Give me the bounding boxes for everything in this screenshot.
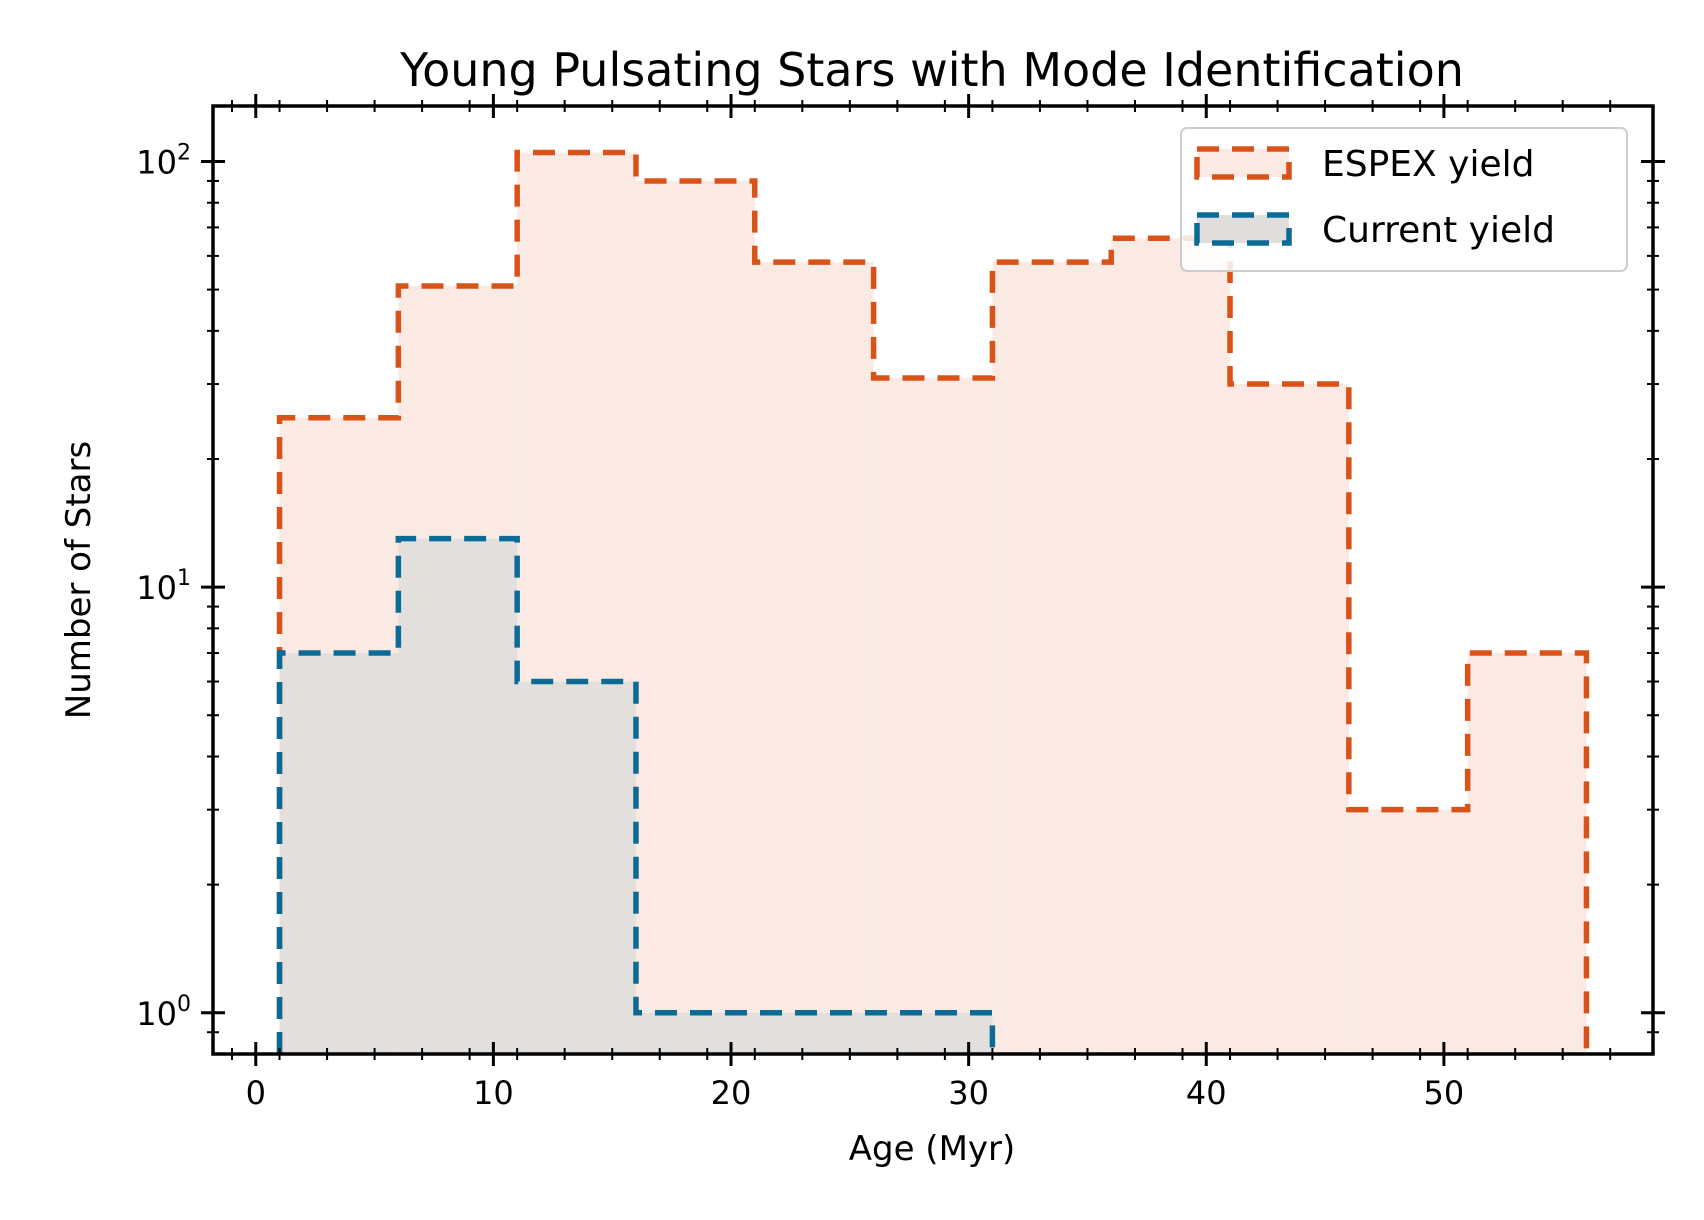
current-yield-bar bbox=[279, 653, 399, 1054]
espex-yield-bar bbox=[1230, 384, 1349, 1054]
legend-box bbox=[1180, 127, 1628, 272]
espex-yield-bar bbox=[1348, 809, 1468, 1054]
chart-title: Young Pulsating Stars with Mode Identifi… bbox=[399, 43, 1464, 97]
current-yield-bar bbox=[873, 1012, 993, 1054]
y-axis-label: Number of Stars bbox=[59, 441, 99, 719]
x-tick-label: 30 bbox=[948, 1074, 989, 1112]
plot-frame bbox=[211, 104, 1655, 1056]
y-axis: 100 101 102 bbox=[136, 140, 1665, 1034]
espex-yield-bar bbox=[992, 262, 1112, 1055]
x-tick-label: 40 bbox=[1186, 1074, 1227, 1112]
x-tick-label: 20 bbox=[711, 1074, 752, 1112]
current-yield-bar bbox=[517, 681, 636, 1054]
legend: ESPEX yield Current yield bbox=[1180, 127, 1628, 272]
x-tick-label: 50 bbox=[1424, 1074, 1465, 1112]
x-tick-label: 0 bbox=[246, 1074, 266, 1112]
espex-yield-bar bbox=[754, 262, 874, 1055]
current-yield-outline bbox=[276, 535, 996, 1054]
espex-yield-bar bbox=[1111, 238, 1231, 1054]
current-yield-bar bbox=[398, 538, 518, 1054]
y-tick-label: 101 bbox=[136, 566, 191, 607]
current-yield-bar bbox=[754, 1012, 874, 1054]
legend-swatch bbox=[1194, 212, 1292, 246]
espex-yield-bar bbox=[635, 180, 755, 1054]
current-yield-bar bbox=[635, 1012, 755, 1054]
x-axis: 0 10 20 30 40 50 bbox=[231, 94, 1612, 1112]
espex-yield-outline bbox=[276, 149, 1590, 1054]
legend-swatch bbox=[1194, 146, 1292, 180]
y-tick-label: 100 bbox=[136, 992, 191, 1033]
histogram-fills bbox=[279, 152, 1587, 1055]
legend-label: Current yield bbox=[1322, 210, 1555, 251]
espex-yield-bar bbox=[873, 377, 993, 1054]
histogram-outlines bbox=[276, 149, 1590, 1054]
x-tick-label: 10 bbox=[473, 1074, 514, 1112]
legend-label: ESPEX yield bbox=[1322, 144, 1534, 185]
x-axis-label: Age (Myr) bbox=[849, 1129, 1016, 1169]
y-tick-label: 102 bbox=[136, 140, 191, 181]
espex-yield-bar bbox=[1467, 653, 1587, 1054]
